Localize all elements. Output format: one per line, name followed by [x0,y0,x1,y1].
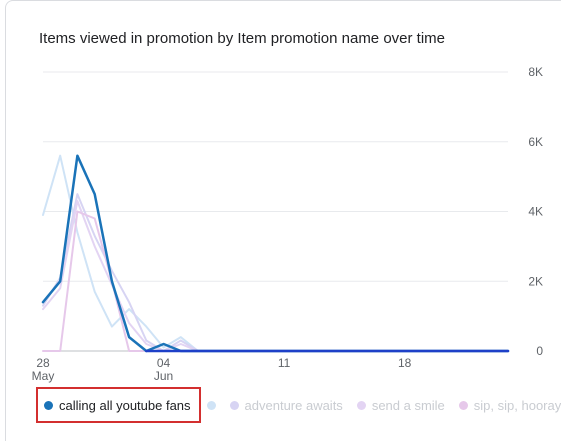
y-tick-label: 6K [528,135,543,149]
legend-label: send a smile [371,397,445,413]
legend-dot-icon [356,400,366,410]
legend-dot-icon [458,400,468,410]
y-tick-label: 0 [536,344,543,358]
legend-dot-icon [229,400,239,410]
legend-item[interactable]: send a smile [351,387,453,423]
series-line [41,154,510,353]
series-line [42,193,509,352]
legend-dot-icon [206,400,216,410]
legend-label: sip, sip, hooray! [473,397,561,413]
legend-item[interactable]: calling all youtube fans [36,387,201,423]
chart-card [5,0,561,441]
x-tick-label: 11 [278,356,291,370]
y-tick-label: 8K [528,65,543,79]
x-tick-sublabel: May [32,369,55,383]
legend-dot-icon [44,400,53,410]
x-tick-sublabel: Jun [154,369,173,383]
x-tick-label: 04 [157,356,171,370]
legend-item[interactable] [201,387,224,423]
legend-item[interactable]: adventure awaits [224,387,351,423]
series-line [42,200,509,352]
y-tick-label: 2K [528,274,543,288]
y-tick-label: 4K [528,205,543,219]
series-line [42,154,509,352]
legend-label: adventure awaits [244,397,343,413]
legend-label: calling all youtube fans [59,397,191,413]
chart-legend: calling all youtube fans adventure awaits… [36,387,561,423]
legend-item[interactable]: sip, sip, hooray! [453,387,561,423]
x-tick-label: 28 [36,356,50,370]
x-tick-label: 18 [398,356,412,370]
chart-title: Items viewed in promotion by Item promot… [39,30,446,47]
